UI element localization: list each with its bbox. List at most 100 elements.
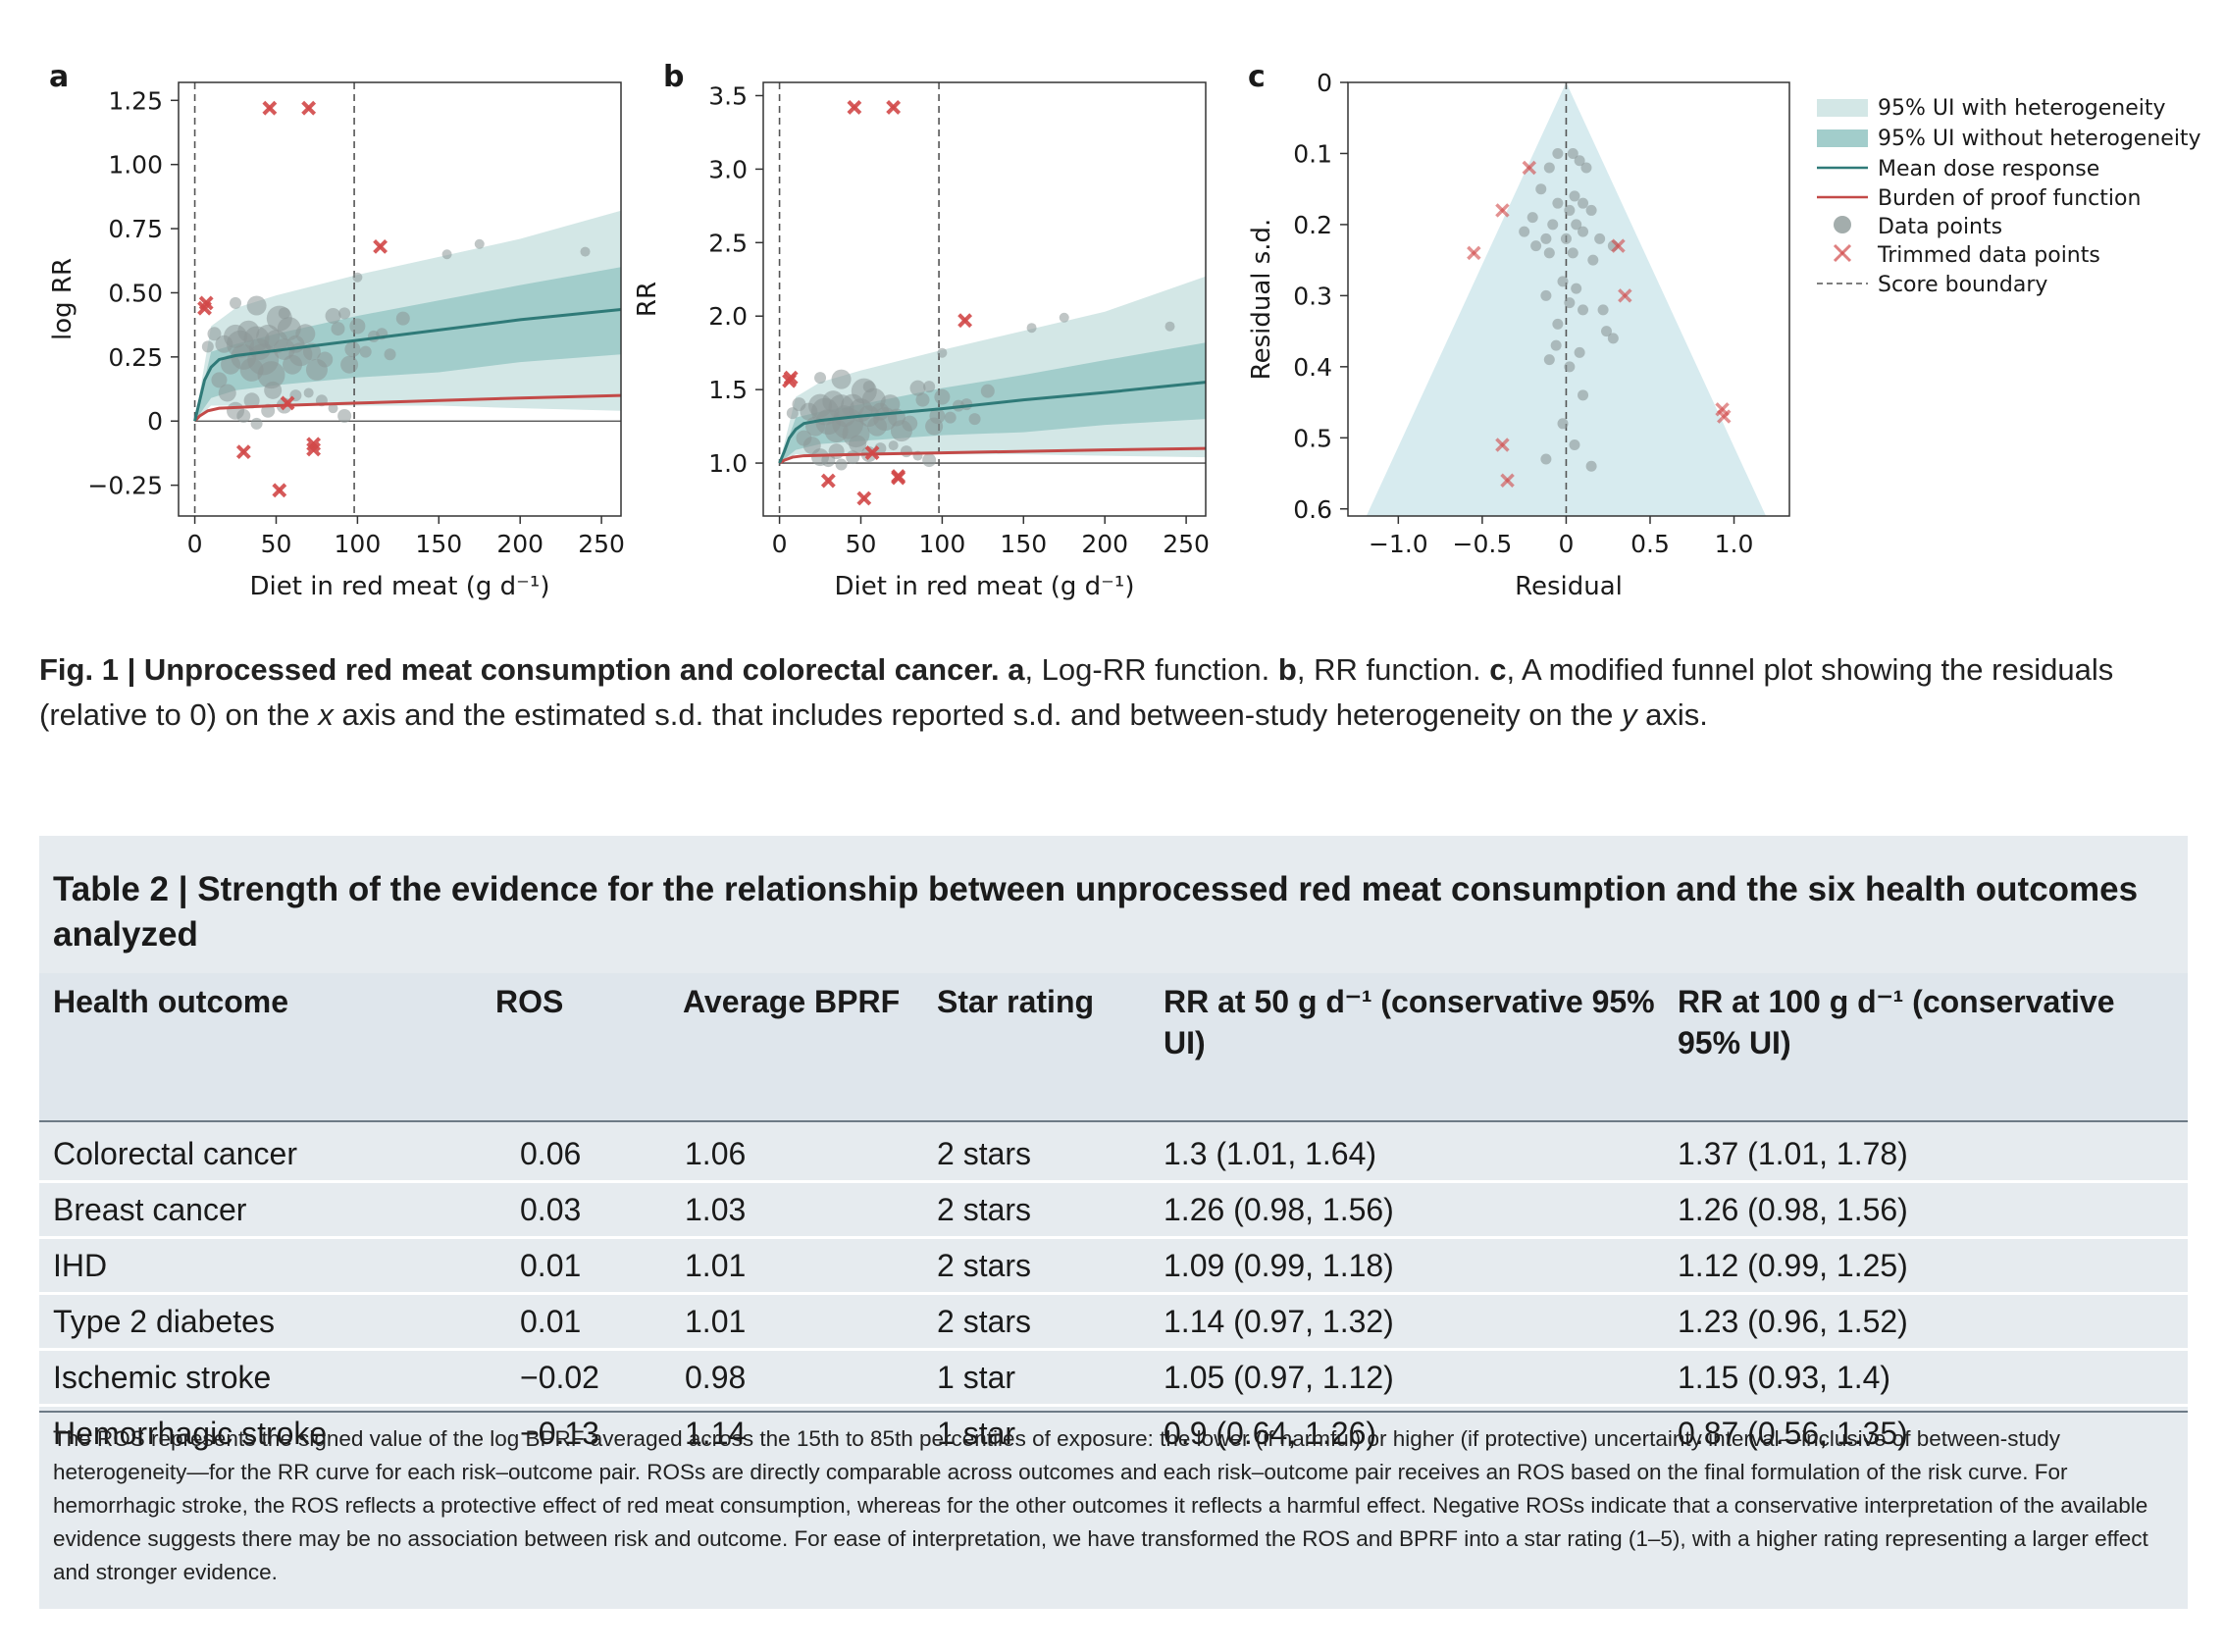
y-tick-label: 0.1 — [1293, 139, 1332, 168]
data-point — [1557, 418, 1569, 430]
data-point — [828, 443, 845, 460]
y-tick-label: 1.5 — [708, 376, 748, 404]
data-point — [1059, 312, 1069, 323]
cell-rr50: 1.26 (0.98, 1.56) — [1164, 1192, 1394, 1227]
y-axis-label: Residual s.d. — [1247, 219, 1276, 381]
data-point — [1578, 389, 1589, 401]
y-tick-label: 0 — [1317, 69, 1332, 97]
caption-x-word: x — [318, 697, 334, 732]
x-tick-label: 0 — [772, 530, 788, 558]
caption-text-c3: axis. — [1645, 697, 1708, 732]
mean-dose-response-line — [778, 381, 1206, 464]
bottom-rule — [39, 1411, 2188, 1413]
cell-rr100: 1.23 (0.96, 1.52) — [1678, 1304, 1908, 1339]
data-point — [1540, 453, 1552, 465]
y-tick-label: 0.50 — [108, 279, 163, 307]
y-tick-label: 0.25 — [108, 343, 163, 372]
cell-outcome: Breast cancer — [53, 1192, 247, 1227]
trimmed-point-stroke — [1522, 160, 1537, 176]
trimmed-point — [262, 100, 278, 116]
data-point — [1574, 155, 1585, 167]
trimmed-point — [1467, 245, 1481, 261]
data-point — [1594, 232, 1606, 244]
legend-swatch-ui-without-heterogeneity — [1817, 129, 1868, 147]
trimmed-point-stroke — [1495, 438, 1510, 452]
trimmed-point — [235, 444, 251, 460]
trimmed-point — [1717, 409, 1732, 424]
data-point — [243, 392, 260, 409]
trimmed-point-stroke — [198, 295, 214, 311]
data-point — [1585, 204, 1597, 216]
row-divider — [39, 1404, 2188, 1407]
cell-rr100: 1.26 (0.98, 1.56) — [1678, 1192, 1908, 1227]
cell-rr50: 0.9 (0.64, 1.26) — [1164, 1416, 1377, 1451]
y-tick-label: 1.25 — [108, 86, 163, 115]
plot-frame-b — [762, 81, 1207, 517]
legend-swatch-trimmed-points-stroke — [1833, 243, 1852, 263]
data-point — [580, 246, 591, 257]
trimmed-point — [957, 313, 973, 329]
table-row: Breast cancer 0.03 1.03 2 stars 1.26 (0.98, … — [39, 1182, 2188, 1237]
trimmed-point — [1495, 203, 1510, 218]
data-point — [1567, 147, 1578, 159]
x-tick-label: 250 — [578, 530, 625, 558]
figure-1: a0 50 100 150 200 250−0.2500.250.500.751.001.… — [48, 60, 2201, 601]
data-point — [1526, 212, 1538, 224]
trimmed-point — [1495, 438, 1510, 452]
data-point — [236, 409, 251, 423]
trimmed-point-stroke — [891, 470, 906, 486]
trimmed-point — [1618, 288, 1632, 303]
data-point — [1540, 232, 1552, 244]
trimmed-point — [1500, 473, 1515, 489]
cell-bprf: 1.01 — [685, 1248, 747, 1283]
data-point — [201, 340, 214, 353]
x-tick-label: 50 — [846, 530, 877, 558]
trimmed-point-stroke — [301, 100, 317, 116]
y-axis-label: log RR — [48, 258, 78, 340]
burden-of-proof-line — [778, 446, 1206, 465]
plot-frame-c — [1347, 81, 1790, 517]
data-point — [835, 458, 848, 471]
x-tick-label: 0 — [1558, 530, 1574, 558]
trimmed-point-stroke — [235, 444, 251, 460]
data-point — [340, 355, 359, 374]
data-point — [902, 415, 918, 432]
caption-label: Fig. 1 | Unprocessed red meat consumptio… — [39, 652, 1000, 687]
row-divider — [39, 1348, 2188, 1351]
trimmed-point-stroke — [820, 473, 836, 489]
data-point — [257, 361, 285, 389]
table-row: IHD 0.01 1.01 2 stars 1.09 (0.99, 1.18) 1.12 … — [39, 1238, 2188, 1293]
legend-swatch-trimmed-points — [1833, 243, 1852, 263]
header-ros: ROS — [495, 984, 564, 1019]
y-tick-label: 3.5 — [708, 81, 748, 110]
data-point — [1530, 240, 1542, 252]
legend-label: Burden of proof function — [1878, 186, 2141, 211]
y-tick-label: 0.6 — [1293, 495, 1332, 524]
trimmed-point-stroke — [957, 313, 973, 329]
trimmed-point — [198, 295, 214, 311]
cell-bprf: 1.03 — [685, 1192, 747, 1227]
data-point — [1552, 147, 1564, 159]
table-row: Type 2 diabetes 0.01 1.01 2 stars 1.14 (0.97… — [39, 1294, 2188, 1349]
trimmed-point — [373, 238, 388, 254]
data-point — [1543, 354, 1555, 366]
header-health-outcome: Health outcome — [53, 984, 289, 1019]
cell-bprf: 1.01 — [685, 1304, 747, 1339]
data-point — [909, 380, 926, 396]
cell-bprf: 1.14 — [685, 1416, 747, 1451]
cell-rr50: 1.05 (0.97, 1.12) — [1164, 1360, 1394, 1395]
data-point — [395, 311, 410, 326]
row-divider — [39, 1292, 2188, 1295]
data-point — [831, 369, 852, 389]
data-point — [792, 397, 806, 412]
cell-stars: 1 star — [937, 1416, 1016, 1451]
data-point — [295, 324, 316, 344]
y-tick-label: 0.4 — [1293, 353, 1332, 382]
trimmed-point-stroke — [886, 100, 902, 115]
data-point — [1543, 162, 1555, 174]
data-point — [230, 296, 242, 309]
data-point — [1567, 247, 1578, 259]
data-point — [888, 440, 899, 451]
cell-rr50: 1.3 (1.01, 1.64) — [1164, 1136, 1377, 1171]
x-tick-label: 200 — [1081, 530, 1128, 558]
